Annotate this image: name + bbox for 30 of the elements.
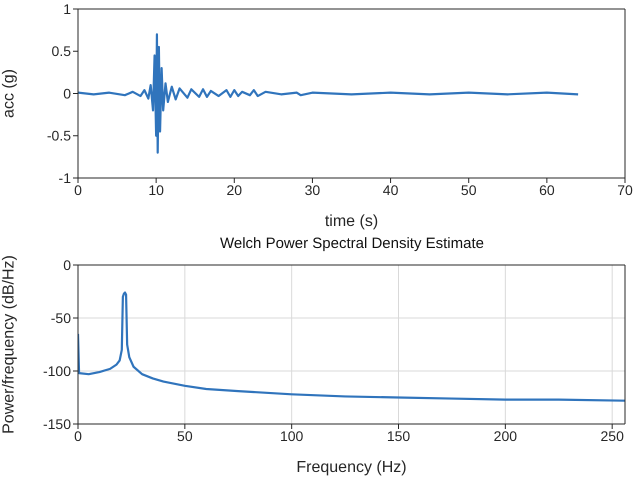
x-tick-label: 50 (460, 182, 477, 198)
x-tick-label: 50 (177, 428, 193, 444)
x-tick-label: 100 (280, 428, 304, 444)
x-axis-title: time (s) (324, 213, 378, 230)
y-tick-label: 0 (63, 256, 72, 273)
y-axis-title: Power/frequency (dB/Hz) (0, 255, 18, 434)
y-tick-label: -1 (58, 170, 72, 186)
x-tick-label: 60 (539, 182, 555, 198)
y-tick-label: -150 (42, 416, 72, 432)
chart-title: Welch Power Spectral Density Estimate (219, 234, 485, 254)
x-tick-label: 150 (386, 428, 410, 444)
y-tick-label: 0 (63, 85, 72, 102)
x-tick-label: 0 (74, 428, 82, 444)
x-axis-title: Frequency (Hz) (296, 459, 407, 476)
x-tick-label: 70 (617, 182, 633, 198)
y-tick-label: -0.5 (46, 128, 72, 144)
x-tick-label: 10 (148, 182, 164, 198)
y-tick-label: -100 (42, 362, 72, 379)
line-series (78, 33, 580, 154)
x-tick-label: 250 (600, 428, 624, 444)
x-tick-label: 20 (226, 182, 242, 198)
x-tick-label: 40 (382, 182, 399, 198)
x-tick-label: 0 (74, 182, 82, 198)
x-tick-label: 30 (304, 182, 320, 198)
y-tick-label: 1 (63, 0, 72, 17)
y-tick-label: -50 (50, 310, 72, 326)
x-tick-label: 200 (494, 428, 518, 444)
line-series (78, 291, 625, 402)
y-tick-label: 0.5 (52, 43, 72, 60)
y-axis-title: acc (g) (0, 69, 18, 118)
